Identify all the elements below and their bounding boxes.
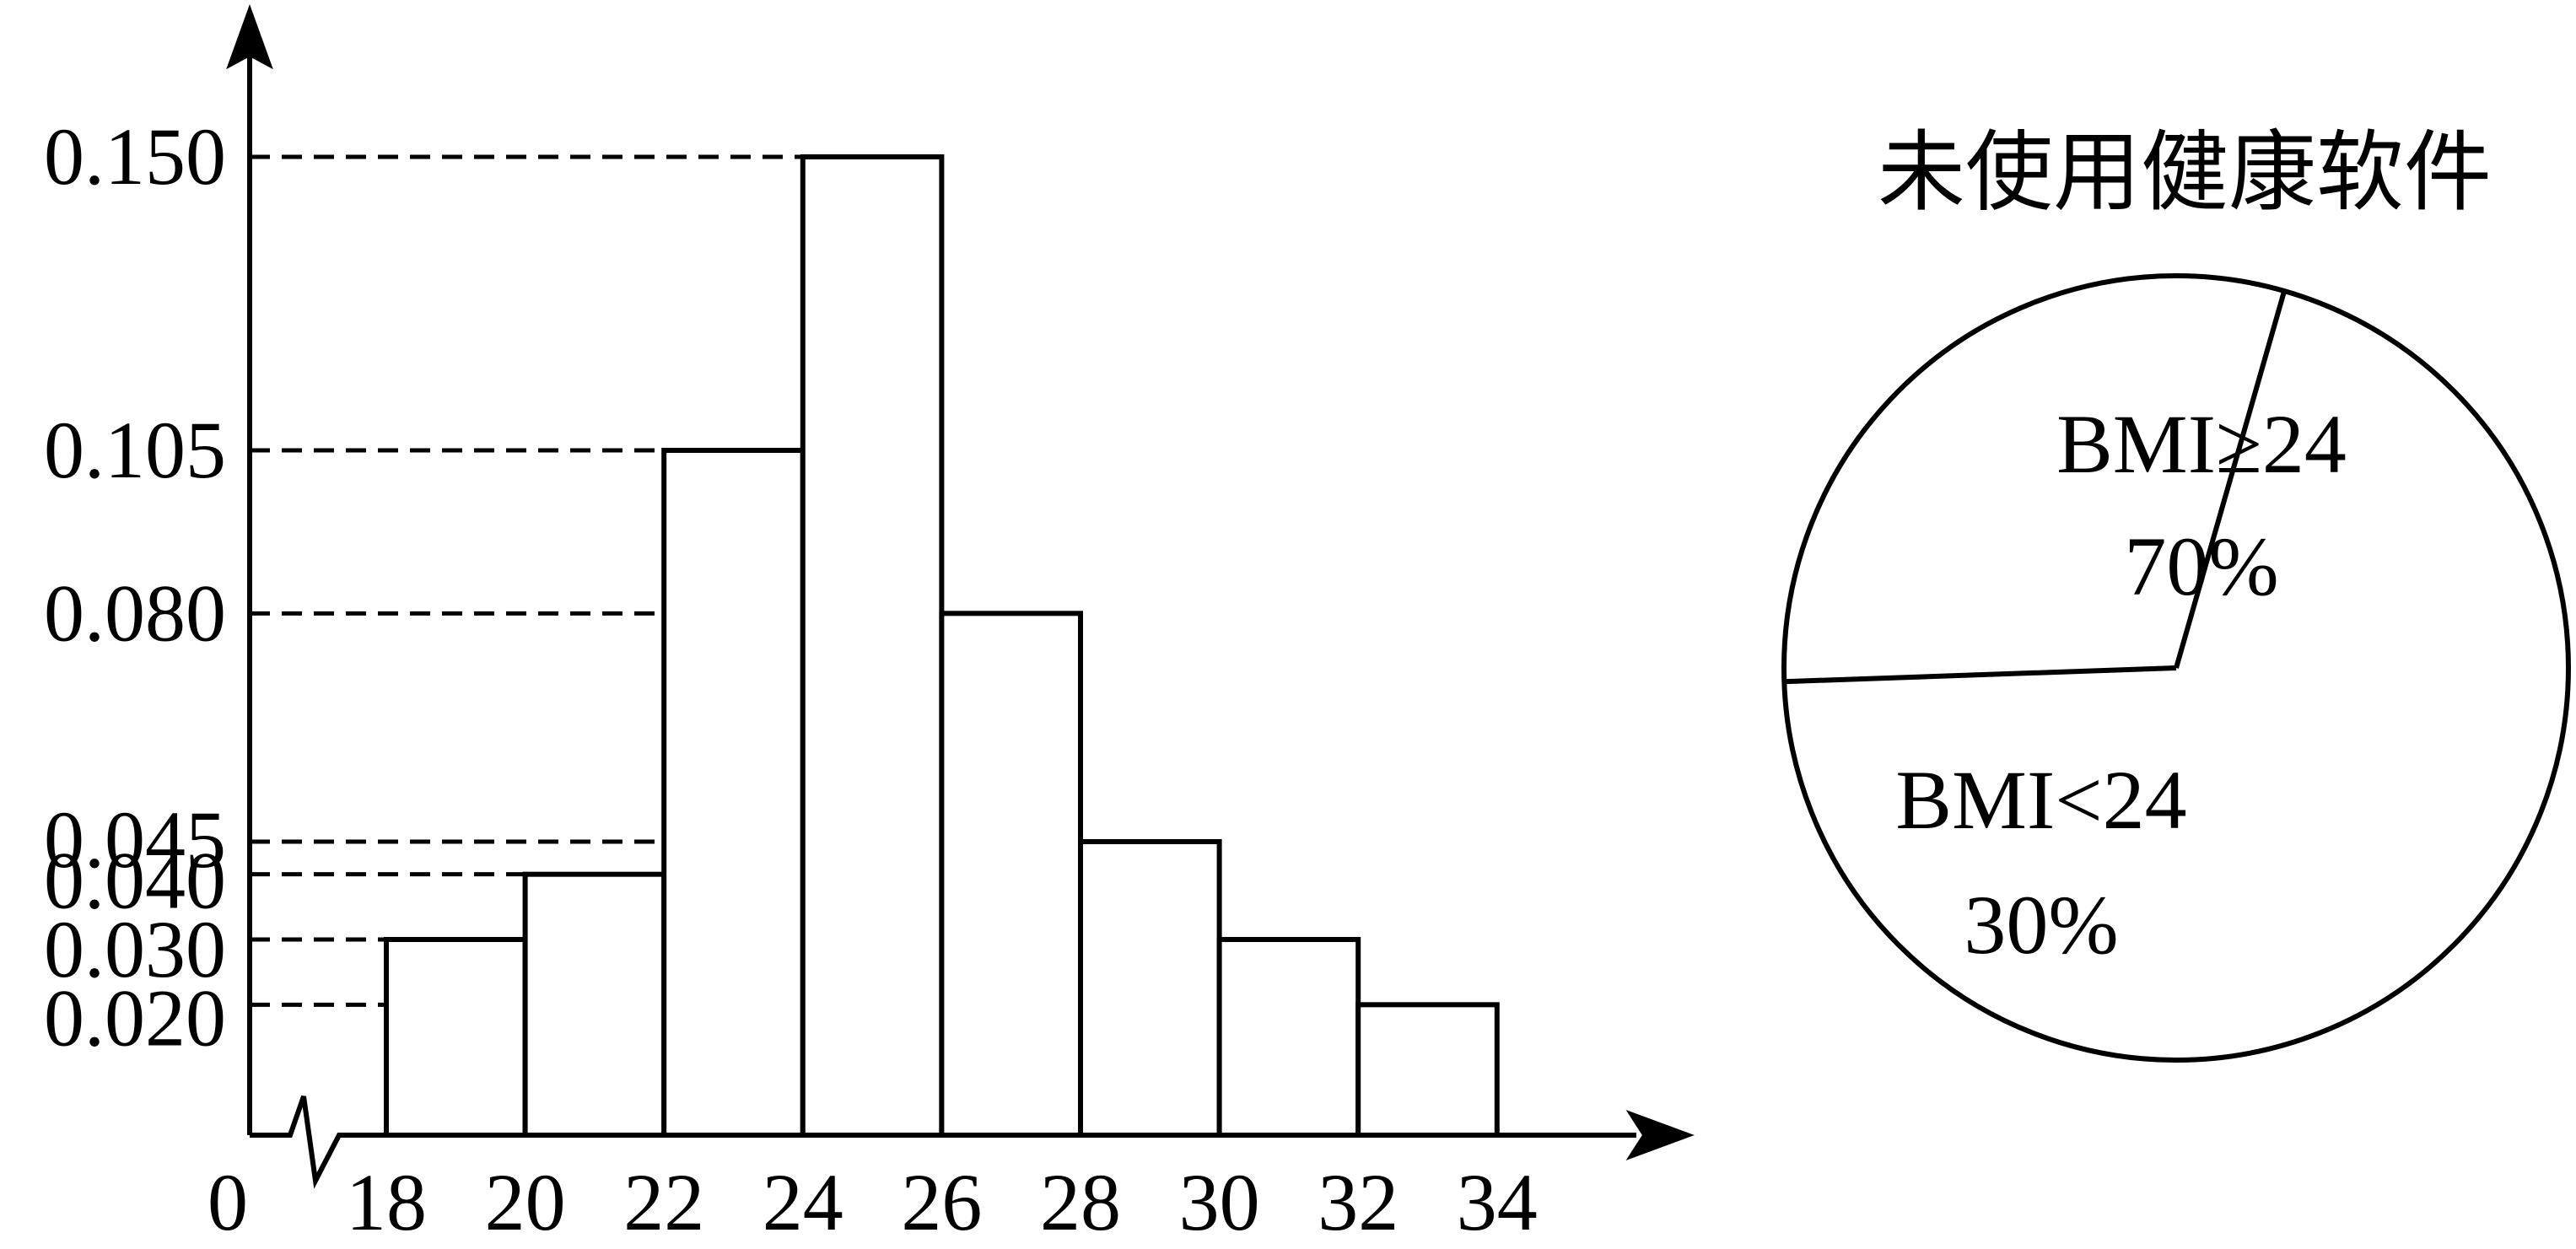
- y-tick-label: 0.040: [44, 836, 226, 926]
- y-axis-arrow: [226, 4, 273, 70]
- pie-slice-boundary: [2174, 290, 2288, 669]
- histogram-bar: [522, 871, 667, 1138]
- x-tick-label: 26: [901, 1157, 982, 1247]
- pie-slice-label: BMI≥24: [2056, 397, 2347, 491]
- y-tick-label: 0.020: [44, 972, 226, 1063]
- y-tick-label: 0.045: [44, 794, 226, 885]
- histogram-bar: [939, 611, 1084, 1138]
- pie-outline: [1781, 273, 2571, 1063]
- pie-slices: [1784, 290, 2288, 685]
- x-tick-label: 32: [1318, 1157, 1398, 1247]
- x-tick-label: 30: [1179, 1157, 1260, 1247]
- pie-slice-percent: 70%: [2124, 520, 2278, 613]
- pie-slice-boundary: [1784, 665, 2177, 685]
- pie-labels: BMI≥24 70% BMI<24 30%: [1895, 397, 2347, 972]
- histogram-bar: [1078, 839, 1222, 1138]
- histogram-bars: [384, 154, 1500, 1139]
- x-tick-label: 24: [763, 1157, 843, 1247]
- axes: [226, 4, 1695, 1189]
- histogram-bar: [1216, 937, 1361, 1138]
- y-tick-label: 0.150: [44, 111, 226, 202]
- x-axis: [250, 1096, 1636, 1189]
- x-tick-label: 34: [1457, 1157, 1538, 1247]
- x-axis-arrow: [1625, 1110, 1695, 1160]
- y-tick-label: 0.105: [44, 405, 226, 495]
- x-tick-label: 28: [1040, 1157, 1121, 1247]
- x-tick-label: 22: [623, 1157, 704, 1247]
- pie-slice-percent: 30%: [1964, 878, 2118, 972]
- pie-title: 未使用健康软件: [1878, 121, 2492, 223]
- histogram-bar: [384, 937, 528, 1138]
- histogram-bar: [800, 154, 945, 1138]
- histogram-bar: [661, 448, 806, 1138]
- histogram-bar: [1355, 1002, 1500, 1139]
- origin-label: 0: [207, 1157, 248, 1247]
- y-tick-label: 0.080: [44, 568, 226, 658]
- pie-chart: 未使用健康软件 BMI≥24 70% BMI<24 30%: [1781, 121, 2571, 1063]
- y-tick-label: 0.030: [44, 904, 226, 994]
- x-tick-labels: 0 18 20 22 24 26 28 30 32 34: [207, 1157, 1538, 1247]
- x-tick-label: 18: [346, 1157, 427, 1247]
- pie-slice-label: BMI<24: [1895, 753, 2186, 847]
- x-tick-label: 20: [485, 1157, 566, 1247]
